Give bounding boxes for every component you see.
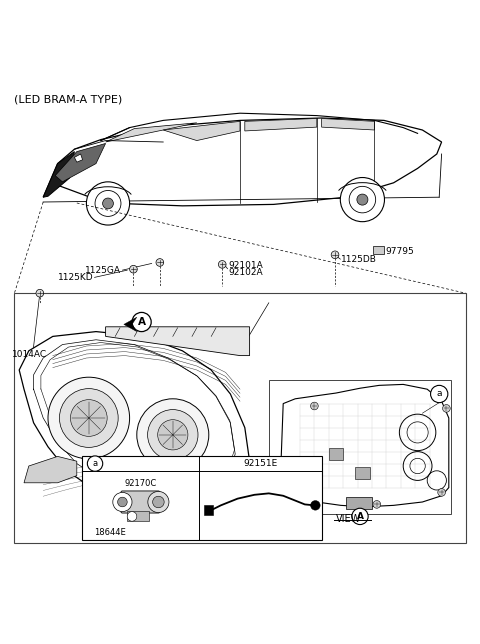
Polygon shape xyxy=(43,151,74,197)
Polygon shape xyxy=(322,118,374,130)
Text: 1014AC: 1014AC xyxy=(12,350,47,359)
Circle shape xyxy=(130,265,137,273)
Text: 92151E: 92151E xyxy=(243,459,277,468)
Circle shape xyxy=(153,497,164,507)
Circle shape xyxy=(340,178,384,222)
Polygon shape xyxy=(74,154,83,162)
Circle shape xyxy=(438,489,445,497)
Polygon shape xyxy=(19,332,250,502)
Polygon shape xyxy=(124,317,137,332)
Bar xyxy=(269,379,451,514)
Polygon shape xyxy=(43,118,442,206)
Circle shape xyxy=(443,404,450,412)
Circle shape xyxy=(48,377,130,459)
Circle shape xyxy=(218,261,226,269)
Circle shape xyxy=(157,420,188,450)
Bar xyxy=(355,468,370,479)
Circle shape xyxy=(148,491,169,513)
Text: 18644E: 18644E xyxy=(94,528,125,537)
FancyBboxPatch shape xyxy=(121,491,160,513)
Polygon shape xyxy=(24,457,77,483)
Circle shape xyxy=(373,500,381,508)
FancyBboxPatch shape xyxy=(127,511,149,521)
Circle shape xyxy=(86,182,130,225)
Circle shape xyxy=(113,493,132,511)
Text: A: A xyxy=(138,317,145,327)
Bar xyxy=(82,457,322,540)
Circle shape xyxy=(127,511,137,521)
Bar xyxy=(346,497,372,509)
Circle shape xyxy=(132,312,151,332)
Text: VIEW: VIEW xyxy=(336,514,361,524)
Bar xyxy=(14,293,466,543)
Circle shape xyxy=(103,198,113,209)
Circle shape xyxy=(36,289,44,297)
Circle shape xyxy=(118,497,127,507)
Text: a: a xyxy=(436,390,442,399)
Polygon shape xyxy=(106,327,250,355)
Circle shape xyxy=(71,400,107,437)
Text: 92170C: 92170C xyxy=(124,478,156,488)
Circle shape xyxy=(352,508,368,525)
Circle shape xyxy=(156,259,164,267)
Polygon shape xyxy=(106,123,197,142)
Bar xyxy=(329,448,343,460)
Polygon shape xyxy=(55,144,106,182)
FancyBboxPatch shape xyxy=(373,245,384,254)
Text: A: A xyxy=(357,512,363,521)
Text: a: a xyxy=(93,459,97,468)
Text: 92101A: 92101A xyxy=(228,261,263,270)
Text: (LED BRAM-A TYPE): (LED BRAM-A TYPE) xyxy=(14,94,123,104)
Circle shape xyxy=(137,399,209,471)
Circle shape xyxy=(331,251,339,259)
Circle shape xyxy=(87,456,103,471)
Polygon shape xyxy=(245,118,317,131)
Text: 1125DB: 1125DB xyxy=(341,254,377,263)
Circle shape xyxy=(311,402,318,410)
Bar xyxy=(204,506,213,515)
Circle shape xyxy=(148,410,198,460)
Text: 1125KD: 1125KD xyxy=(58,273,94,282)
Circle shape xyxy=(60,388,118,448)
Circle shape xyxy=(311,500,320,510)
Polygon shape xyxy=(281,384,449,507)
Circle shape xyxy=(357,194,368,205)
Polygon shape xyxy=(163,121,240,140)
Text: 97795: 97795 xyxy=(385,247,414,256)
Text: 1125GA: 1125GA xyxy=(85,266,121,274)
Circle shape xyxy=(431,385,448,402)
Text: 92102A: 92102A xyxy=(228,267,263,276)
Circle shape xyxy=(303,484,311,491)
